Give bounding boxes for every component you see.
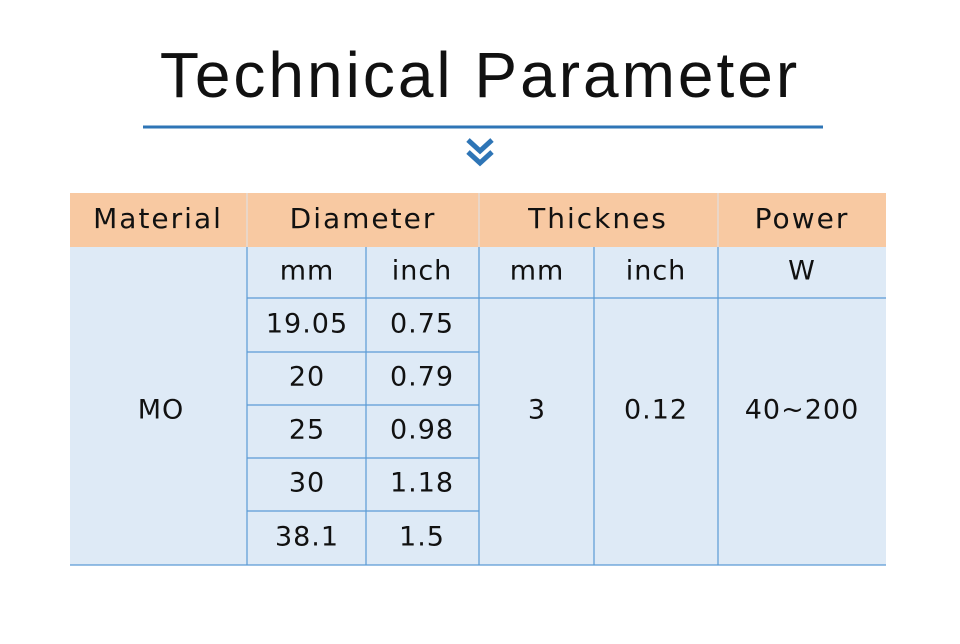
diameter-inch-cell: 0.75 [390, 309, 454, 340]
diameter-inch-cell: 0.98 [390, 415, 454, 446]
diameter-mm-cell: 25 [289, 415, 325, 446]
thickness-inch-cell: 0.12 [624, 395, 688, 426]
thickness-mm-cell: 3 [528, 395, 546, 426]
header-cell: Material [93, 202, 223, 235]
diameter-inch-cell: 1.18 [390, 468, 454, 499]
diameter-mm-cell: 30 [289, 468, 325, 499]
subheader-cell: mm [280, 256, 335, 287]
header-cell: Diameter [290, 202, 437, 235]
header-cell: Power [755, 202, 850, 235]
diameter-mm-cell: 19.05 [266, 309, 348, 340]
header-cell: Thicknes [527, 202, 668, 235]
subheader-cell: inch [626, 256, 687, 287]
subheader-cell: mm [510, 256, 565, 287]
chevron-icon [466, 138, 494, 167]
diameter-mm-cell: 38.1 [275, 522, 339, 553]
diameter-inch-cell: 0.79 [390, 362, 454, 393]
header-row [70, 193, 886, 247]
title: Technical Parameter [160, 39, 800, 111]
diameter-mm-cell: 20 [289, 362, 325, 393]
table-body [70, 247, 886, 565]
subheader-cell: inch [392, 256, 453, 287]
power-cell: 40~200 [745, 395, 860, 426]
subheader-cell: W [788, 256, 816, 287]
diameter-inch-cell: 1.5 [399, 522, 445, 553]
material-cell: MO [138, 395, 185, 426]
